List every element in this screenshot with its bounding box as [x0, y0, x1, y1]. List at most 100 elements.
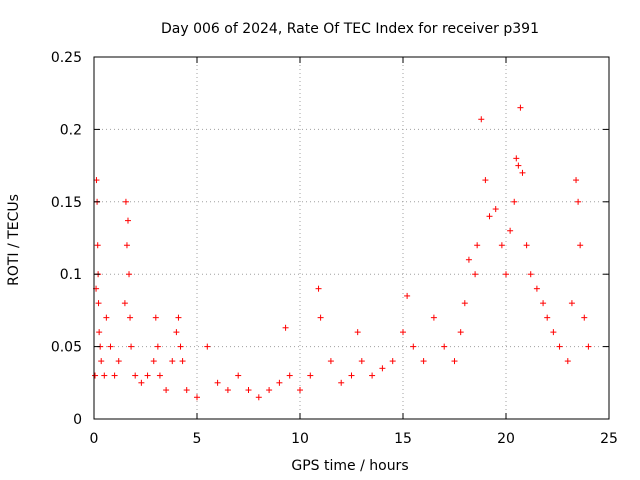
data-point: [152, 314, 159, 321]
data-point: [389, 358, 396, 365]
data-point: [224, 387, 231, 394]
data-point: [297, 387, 303, 394]
data-point: [573, 177, 580, 184]
data-point: [585, 343, 592, 350]
data-point: [492, 206, 499, 213]
y-axis-label: ROTI / TECUs: [6, 194, 22, 286]
x-tick-labels: 0 5 10 15 20 25: [90, 431, 618, 447]
data-points: [92, 104, 592, 401]
data-point: [173, 329, 180, 336]
data-point: [327, 358, 334, 365]
y-tick-label: 0.15: [51, 195, 82, 211]
data-point: [461, 300, 468, 307]
data-point: [94, 242, 101, 249]
data-point: [379, 365, 386, 372]
data-point: [430, 314, 437, 321]
data-point: [315, 285, 322, 292]
data-point: [348, 372, 355, 379]
data-point: [286, 372, 293, 379]
data-point: [498, 242, 505, 249]
data-point: [204, 343, 211, 350]
plot-frame: [93, 56, 610, 420]
data-point: [507, 227, 514, 234]
data-point: [169, 358, 176, 365]
y-tick-label: 0.05: [51, 340, 82, 356]
data-point: [98, 358, 105, 365]
x-tick-label: 5: [193, 431, 202, 447]
y-tick-label: 0.1: [60, 267, 82, 283]
data-point: [124, 217, 131, 224]
data-point: [179, 358, 186, 365]
y-tick-label: 0.25: [51, 50, 82, 66]
y-tick-labels: 0 0.05 0.1 0.15 0.2 0.25: [51, 50, 82, 428]
data-point: [235, 372, 242, 379]
data-point: [103, 314, 110, 321]
data-point: [122, 198, 129, 205]
data-point: [163, 387, 170, 394]
data-point: [354, 329, 361, 336]
data-point: [95, 300, 102, 307]
data-point: [115, 358, 122, 365]
x-tick-label: 20: [497, 431, 515, 447]
data-point: [472, 271, 479, 278]
data-point: [317, 314, 324, 321]
data-point: [513, 155, 520, 162]
data-point: [123, 242, 130, 249]
data-point: [154, 343, 161, 350]
data-point: [121, 300, 128, 307]
data-point: [194, 394, 200, 401]
x-tick-label: 15: [394, 431, 412, 447]
data-point: [517, 104, 524, 111]
data-point: [519, 169, 526, 176]
data-point: [420, 358, 427, 365]
data-point: [457, 329, 464, 336]
data-point: [465, 256, 472, 263]
data-point: [107, 343, 114, 350]
data-point: [575, 198, 582, 205]
data-point: [128, 343, 135, 350]
grid: [94, 57, 609, 419]
x-tick-label: 0: [90, 431, 99, 447]
data-point: [276, 379, 283, 386]
data-point: [544, 314, 551, 321]
data-point: [282, 324, 289, 331]
data-point: [441, 343, 448, 350]
data-point: [144, 372, 151, 379]
data-point: [96, 329, 103, 336]
data-point: [568, 300, 575, 307]
data-point: [556, 343, 563, 350]
y-tick-label: 0: [73, 412, 82, 428]
data-point: [410, 343, 417, 350]
data-point: [183, 387, 190, 394]
data-point: [92, 372, 99, 379]
axis-ticks: [93, 56, 610, 420]
data-point: [564, 358, 571, 365]
data-point: [515, 162, 522, 169]
data-point: [400, 329, 406, 336]
x-axis-label: GPS time / hours: [291, 458, 408, 474]
data-point: [307, 372, 314, 379]
data-point: [101, 372, 108, 379]
data-point: [533, 285, 540, 292]
data-point: [138, 379, 145, 386]
x-tick-label: 25: [600, 431, 618, 447]
data-point: [404, 292, 411, 299]
data-point: [577, 242, 584, 249]
data-point: [540, 300, 547, 307]
x-tick-label: 10: [291, 431, 309, 447]
data-point: [581, 314, 588, 321]
data-point: [369, 372, 376, 379]
data-point: [175, 314, 182, 321]
data-point: [266, 387, 273, 394]
data-point: [511, 198, 518, 205]
data-point: [126, 271, 133, 278]
data-point: [245, 387, 252, 394]
data-point: [550, 329, 557, 336]
chart-title: Day 006 of 2024, Rate Of TEC Index for r…: [161, 21, 539, 37]
data-point: [478, 116, 485, 123]
data-point: [127, 314, 134, 321]
data-point: [482, 177, 489, 184]
data-point: [156, 372, 163, 379]
data-point: [150, 358, 157, 365]
